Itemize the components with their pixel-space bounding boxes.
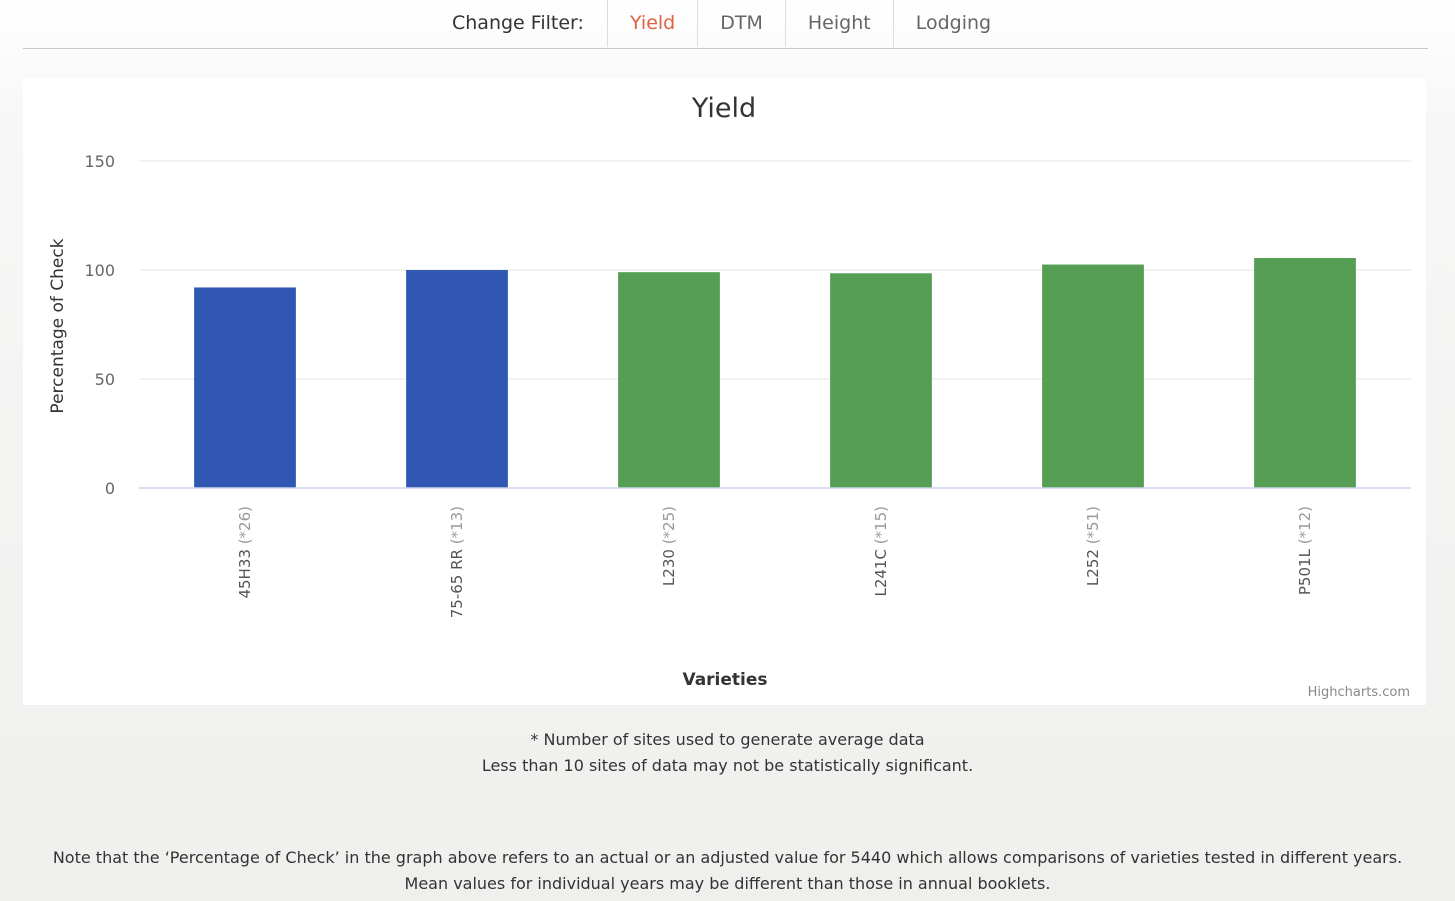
x-tick-label: P501L (*12) bbox=[1296, 506, 1314, 595]
bar-l252[interactable] bbox=[1042, 264, 1144, 488]
tab-height[interactable]: Height bbox=[784, 0, 893, 47]
y-tick-label: 100 bbox=[84, 261, 115, 280]
footnotes: * Number of sites used to generate avera… bbox=[0, 727, 1455, 779]
y-axis-title: Percentage of Check bbox=[48, 238, 68, 413]
chart-panel: Yield 0 50 100 150 45H33 (*26) 75-65 RR (*13… bbox=[23, 79, 1426, 705]
x-tick-label: L241C (*15) bbox=[872, 506, 890, 597]
filter-bar: Change Filter: Yield DTM Height Lodging bbox=[23, 0, 1428, 49]
filter-tabs: Yield DTM Height Lodging bbox=[607, 0, 1013, 48]
y-axis-ticks: 0 50 100 150 bbox=[84, 152, 115, 498]
y-tick-label: 50 bbox=[95, 370, 115, 389]
bar-l241c[interactable] bbox=[830, 273, 932, 488]
tab-dtm[interactable]: DTM bbox=[697, 0, 785, 47]
grid-lines bbox=[139, 160, 1411, 380]
y-tick-label: 150 bbox=[84, 152, 115, 171]
filter-label: Change Filter: bbox=[452, 12, 584, 34]
x-tick-label: L230 (*25) bbox=[660, 506, 678, 586]
chart-title: Yield bbox=[691, 93, 756, 124]
bar-p501l[interactable] bbox=[1254, 258, 1356, 488]
x-tick-label: 45H33 (*26) bbox=[236, 506, 254, 599]
credits-link[interactable]: Highcharts.com bbox=[1308, 685, 1410, 700]
y-tick-label: 0 bbox=[105, 479, 115, 498]
footnote-sites: * Number of sites used to generate avera… bbox=[530, 730, 925, 749]
x-tick-label: L252 (*51) bbox=[1084, 506, 1102, 586]
footnote-significance: Less than 10 sites of data may not be st… bbox=[481, 756, 974, 775]
yield-chart: Yield 0 50 100 150 45H33 (*26) 75-65 RR (*13… bbox=[48, 93, 1411, 700]
x-axis-labels: 45H33 (*26) 75-65 RR (*13) L230 (*25) L241C… bbox=[236, 506, 1314, 618]
tab-yield[interactable]: Yield bbox=[607, 0, 697, 47]
x-tick-label: 75-65 RR (*13) bbox=[448, 506, 466, 618]
bar-l230[interactable] bbox=[618, 272, 720, 488]
bar-45h33[interactable] bbox=[194, 287, 296, 488]
tab-lodging[interactable]: Lodging bbox=[892, 0, 1013, 47]
bar-75-65-rr[interactable] bbox=[406, 270, 508, 488]
check-note: Note that the ‘Percentage of Check’ in t… bbox=[52, 848, 1403, 893]
x-axis-title: Varieties bbox=[682, 670, 767, 690]
bar-series bbox=[194, 258, 1356, 488]
